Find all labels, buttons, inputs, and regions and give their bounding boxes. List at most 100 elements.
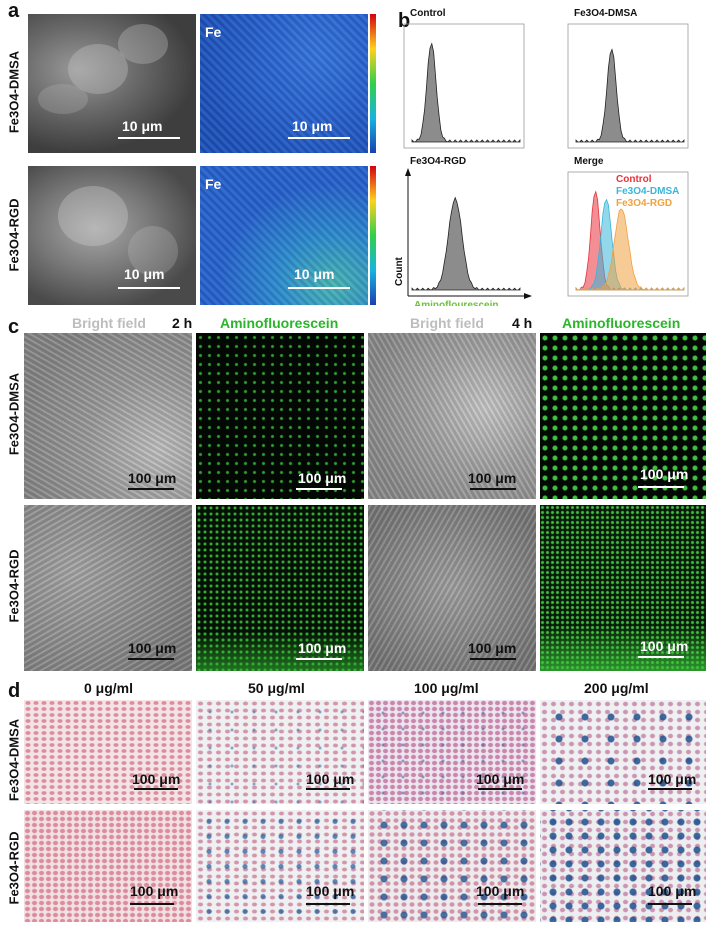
panel-letter-a: a bbox=[8, 0, 20, 22]
row-label-a-dmsa: Fe3O4-DMSA bbox=[7, 51, 22, 133]
scalebar bbox=[470, 658, 516, 660]
scalebar-label: 100 μm bbox=[468, 470, 517, 486]
row-label-d-rgd: Fe3O4-RGD bbox=[7, 832, 22, 905]
y-axis-label: Count bbox=[394, 256, 405, 286]
edx-map-rgd bbox=[200, 166, 368, 305]
concentration-200: 200 μg/ml bbox=[584, 680, 649, 696]
scalebar bbox=[638, 656, 684, 658]
scalebar-label: 100 μm bbox=[648, 883, 697, 899]
scalebar-label: 100 μm bbox=[298, 640, 347, 656]
legend-entry: Control bbox=[616, 174, 652, 185]
merged-histogram-curve bbox=[575, 208, 685, 291]
row-label-c-rgd: Fe3O4-RGD bbox=[7, 550, 22, 623]
scalebar-label: 10 μm bbox=[122, 118, 163, 134]
fluorescence-image bbox=[540, 333, 706, 499]
row-label-text: Fe3O4-RGD bbox=[6, 198, 22, 272]
scalebar bbox=[638, 486, 684, 488]
scalebar-label: 100 μm bbox=[476, 883, 525, 899]
panel-letter-d: d bbox=[8, 680, 21, 702]
colorbar bbox=[370, 166, 376, 305]
bright-field-image bbox=[24, 333, 192, 499]
sem-image-rgd bbox=[28, 166, 196, 305]
row-label-text: Fe3O4-DMSA bbox=[6, 372, 22, 456]
scalebar-label: 100 μm bbox=[640, 466, 689, 482]
fluorescence-image bbox=[196, 505, 364, 671]
prussian-blue-image bbox=[368, 700, 536, 804]
scalebar bbox=[470, 488, 516, 490]
histogram-title: Merge bbox=[574, 156, 604, 167]
prussian-blue-image bbox=[540, 810, 706, 922]
scalebar-label: 100 μm bbox=[468, 640, 517, 656]
fluorescence-image bbox=[196, 333, 364, 499]
x-axis-arrow bbox=[524, 293, 532, 299]
scalebar-label: 10 μm bbox=[124, 266, 165, 282]
row-label-c-dmsa: Fe3O4-DMSA bbox=[7, 373, 22, 455]
histogram-curve bbox=[411, 42, 521, 143]
histogram-title: Fe3O4-RGD bbox=[410, 156, 466, 167]
header-2h: 2 h bbox=[172, 315, 193, 331]
bright-field-image bbox=[24, 505, 192, 671]
histogram-title: Control bbox=[410, 8, 446, 19]
element-label: Fe bbox=[205, 176, 222, 192]
header-bright-field-2h: Bright field bbox=[72, 315, 146, 331]
scalebar bbox=[118, 137, 180, 139]
scalebar-label: 10 μm bbox=[292, 118, 333, 134]
scalebar bbox=[128, 488, 174, 490]
scalebar-label: 100 μm bbox=[640, 638, 689, 654]
legend-entry: Fe3O4-RGD bbox=[616, 198, 672, 209]
scalebar-label: 100 μm bbox=[128, 470, 177, 486]
scalebar bbox=[478, 903, 522, 905]
header-aminofluorescein-4h: Aminofluorescein bbox=[562, 315, 681, 331]
scalebar-label: 100 μm bbox=[306, 771, 355, 787]
x-axis-label: Aminoflourescein bbox=[414, 300, 498, 306]
histogram-frame bbox=[567, 23, 689, 149]
bright-field-image bbox=[368, 333, 536, 499]
scalebar bbox=[306, 903, 350, 905]
scalebar-label: 100 μm bbox=[476, 771, 525, 787]
header-aminofluorescein-2h: Aminofluorescein bbox=[220, 315, 339, 331]
scalebar-label: 10 μm bbox=[294, 266, 335, 282]
scalebar-label: 100 μm bbox=[306, 883, 355, 899]
sem-image-dmsa bbox=[28, 14, 196, 153]
prussian-blue-image bbox=[368, 810, 536, 922]
scalebar-label: 100 μm bbox=[132, 771, 181, 787]
scalebar bbox=[134, 788, 178, 790]
histogram-frame bbox=[567, 171, 689, 297]
scalebar bbox=[478, 788, 522, 790]
y-axis-arrow bbox=[405, 168, 411, 176]
scalebar bbox=[130, 903, 174, 905]
prussian-blue-image bbox=[196, 810, 364, 922]
row-label-text: Fe3O4-DMSA bbox=[6, 718, 22, 802]
legend-entry: Fe3O4-DMSA bbox=[616, 186, 679, 197]
scalebar-label: 100 μm bbox=[648, 771, 697, 787]
histogram-title: Fe3O4-DMSA bbox=[574, 8, 637, 19]
prussian-blue-image bbox=[196, 700, 364, 804]
row-label-text: Fe3O4-RGD bbox=[6, 831, 22, 905]
colorbar bbox=[370, 14, 376, 153]
concentration-50: 50 μg/ml bbox=[248, 680, 305, 696]
prussian-blue-image bbox=[24, 700, 192, 804]
scalebar bbox=[118, 287, 180, 289]
scalebar bbox=[128, 658, 174, 660]
scalebar bbox=[648, 788, 692, 790]
scalebar-label: 100 μm bbox=[298, 470, 347, 486]
panel-letter-c: c bbox=[8, 316, 20, 338]
bright-field-image bbox=[368, 505, 536, 671]
edx-map-dmsa bbox=[200, 14, 368, 153]
row-label-text: Fe3O4-RGD bbox=[6, 549, 22, 623]
prussian-blue-image bbox=[540, 700, 706, 804]
prussian-blue-image bbox=[24, 810, 192, 922]
header-bright-field-4h: Bright field bbox=[410, 315, 484, 331]
scalebar bbox=[288, 287, 350, 289]
scalebar bbox=[288, 137, 350, 139]
histogram-curve bbox=[575, 48, 685, 143]
row-label-a-rgd: Fe3O4-RGD bbox=[7, 199, 22, 272]
scalebar bbox=[296, 488, 342, 490]
fluorescence-image bbox=[540, 505, 706, 671]
scalebar bbox=[296, 658, 342, 660]
scalebar-label: 100 μm bbox=[128, 640, 177, 656]
element-label: Fe bbox=[205, 24, 222, 40]
histogram-curve bbox=[411, 196, 521, 291]
scalebar-label: 100 μm bbox=[130, 883, 179, 899]
